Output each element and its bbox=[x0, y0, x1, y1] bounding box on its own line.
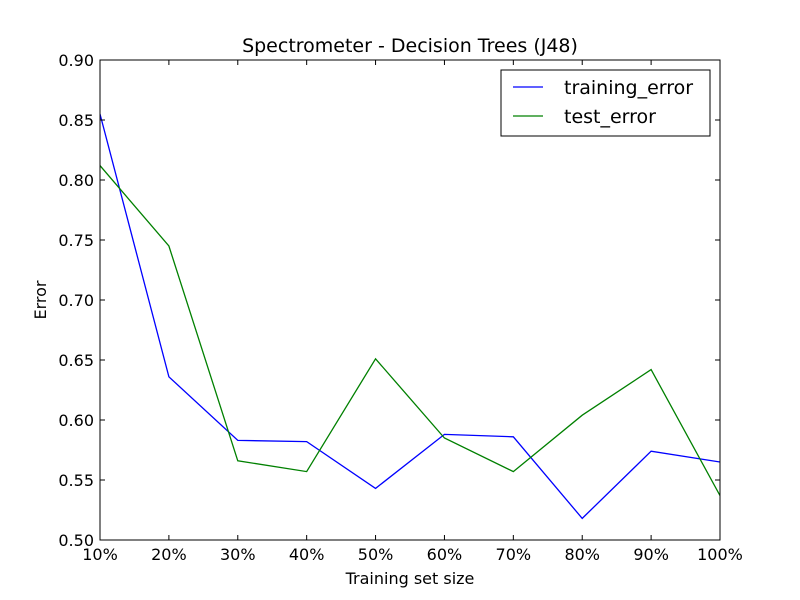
legend-label-training_error: training_error bbox=[564, 77, 693, 99]
chart-title: Spectrometer - Decision Trees (J48) bbox=[242, 35, 578, 57]
y-tick-label: 0.50 bbox=[58, 531, 94, 550]
y-tick-label: 0.85 bbox=[58, 111, 94, 130]
series-line-test_error bbox=[100, 165, 720, 496]
y-tick-label: 0.75 bbox=[58, 231, 94, 250]
legend: training_error test_error bbox=[500, 69, 711, 137]
legend-box bbox=[500, 69, 711, 137]
series-line-training_error bbox=[100, 113, 720, 520]
y-tick-label: 0.90 bbox=[58, 51, 94, 70]
y-tick-label: 0.55 bbox=[58, 471, 94, 490]
x-tick-label: 60% bbox=[427, 545, 463, 564]
x-tick-label: 10% bbox=[82, 545, 118, 564]
x-tick-label: 30% bbox=[220, 545, 256, 564]
x-tick-label: 40% bbox=[289, 545, 325, 564]
plot-area: 0.50 0.55 0.60 0.65 0.70 0.75 0.80 0.85 0.90 10% 2… bbox=[58, 51, 743, 564]
x-axis-label: Training set size bbox=[345, 569, 475, 588]
y-tick-label: 0.65 bbox=[58, 351, 94, 370]
x-tick-label: 50% bbox=[358, 545, 394, 564]
y-tick-label: 0.70 bbox=[58, 291, 94, 310]
y-axis-label: Error bbox=[31, 280, 50, 319]
x-tick-label: 20% bbox=[151, 545, 187, 564]
legend-label-test_error: test_error bbox=[564, 106, 656, 128]
x-tick-label: 70% bbox=[496, 545, 532, 564]
y-tick-label: 0.80 bbox=[58, 171, 94, 190]
x-tick-label: 90% bbox=[633, 545, 669, 564]
y-tick-label: 0.60 bbox=[58, 411, 94, 430]
x-tick-label: 80% bbox=[564, 545, 600, 564]
x-tick-label: 100% bbox=[697, 545, 743, 564]
